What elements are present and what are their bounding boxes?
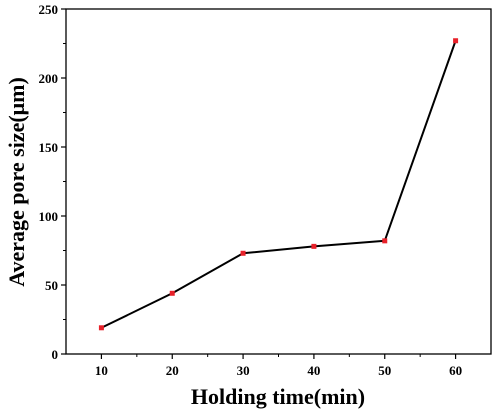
x-tick-label-0: 10 xyxy=(95,363,108,378)
x-tick-label-4: 50 xyxy=(378,363,391,378)
y-tick-label-2: 100 xyxy=(39,209,59,224)
x-tick-label-1: 20 xyxy=(166,363,179,378)
y-tick-label-4: 200 xyxy=(39,71,59,86)
y-tick-label-0: 0 xyxy=(52,347,59,362)
data-point-0 xyxy=(98,325,104,331)
series-line-0 xyxy=(100,40,457,329)
x-axis-label: Holding time(min) xyxy=(191,384,365,409)
data-point-5 xyxy=(453,38,459,44)
x-tick-label-2: 30 xyxy=(237,363,250,378)
data-point-4 xyxy=(382,238,388,244)
data-point-1 xyxy=(169,290,175,296)
ticks-group: 10 20 30 40 50 60 0 50 100 150 200 250 xyxy=(39,2,463,378)
x-tick-label-5: 60 xyxy=(449,363,462,378)
data-point-3 xyxy=(311,243,317,249)
data-point-2 xyxy=(240,250,246,256)
x-tick-label-3: 40 xyxy=(307,363,320,378)
y-axis-label: Average pore size(μm) xyxy=(4,77,29,287)
plot-frame xyxy=(65,8,492,355)
y-tick-label-3: 150 xyxy=(39,140,59,155)
y-tick-label-5: 250 xyxy=(39,2,59,17)
y-tick-label-1: 50 xyxy=(45,278,58,293)
series-group xyxy=(98,38,459,331)
